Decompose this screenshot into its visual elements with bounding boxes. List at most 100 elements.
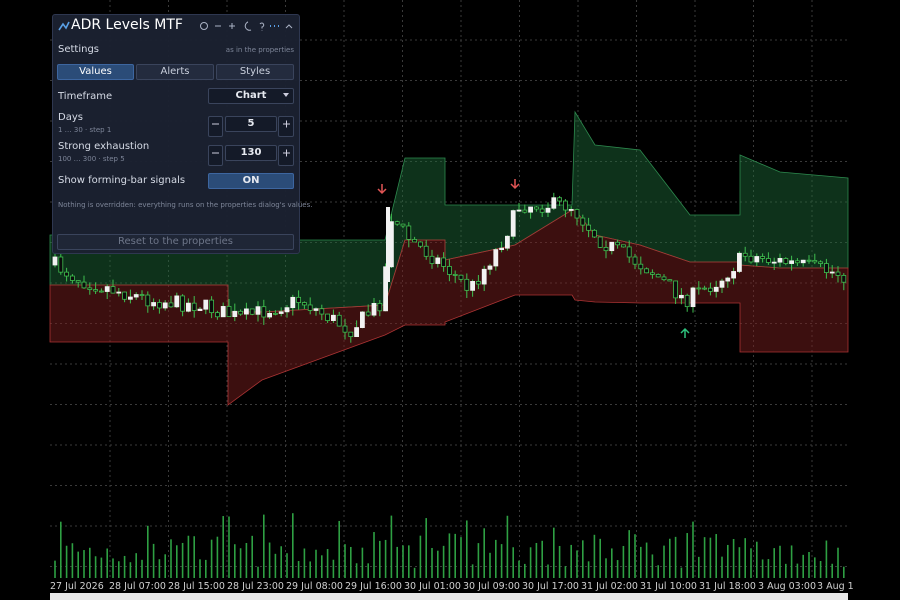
candle-body: [116, 291, 122, 294]
candle-body: [841, 275, 847, 283]
candle-body: [742, 252, 748, 257]
settings-panel: ADR Levels MTF Settings as in the proper…: [52, 14, 312, 254]
candle-body: [760, 256, 765, 259]
decrement-button[interactable]: [208, 145, 223, 166]
increment-button[interactable]: [278, 145, 294, 166]
candle-body: [383, 266, 389, 312]
reset-button[interactable]: Reset to the properties: [57, 234, 294, 250]
row-label: Days: [58, 112, 83, 123]
candle-body: [824, 263, 829, 273]
input-value: 5: [247, 118, 255, 129]
panel-note: Nothing is overridden: everything runs o…: [58, 201, 313, 209]
candle-body: [406, 225, 412, 240]
candle-body: [330, 314, 336, 321]
tab[interactable]: Alerts: [136, 64, 214, 80]
candle-body: [156, 302, 162, 309]
candle-body: [307, 304, 313, 311]
candle-body: [696, 287, 702, 290]
candle-body: [806, 259, 812, 262]
candle-body: [174, 295, 180, 308]
theme-icon[interactable]: [244, 21, 252, 31]
candle-body: [655, 274, 661, 278]
candle-body: [70, 275, 75, 281]
decrement-button[interactable]: [208, 116, 223, 137]
candle-body: [290, 296, 296, 309]
candle-body: [255, 306, 261, 315]
candle-body: [162, 302, 168, 309]
add-icon[interactable]: [229, 23, 235, 29]
candle-body: [377, 303, 383, 312]
candle-body: [400, 223, 406, 227]
candle-body: [301, 302, 307, 306]
candle-body: [493, 249, 499, 267]
candle-body: [679, 294, 684, 299]
candle-body: [777, 258, 783, 263]
candle-body: [226, 306, 232, 318]
help-icon[interactable]: [259, 22, 265, 31]
dropdown-value: Chart: [235, 90, 267, 101]
app-icon: [58, 21, 70, 31]
input-value: 130: [240, 147, 262, 158]
candle-body: [87, 287, 93, 290]
panel-title: ADR Levels MTF: [71, 17, 183, 33]
candle-body: [789, 260, 794, 264]
dropdown-caret: [283, 93, 289, 97]
candle-body: [470, 281, 476, 291]
candle-body: [122, 291, 127, 300]
candle-body: [499, 247, 505, 251]
candle-body: [592, 229, 597, 238]
number-input[interactable]: 5: [225, 116, 277, 132]
candle-body: [371, 303, 377, 316]
candle-body: [249, 308, 255, 315]
candle-body: [58, 256, 64, 273]
x-tick-label: 28 Jul 15:00: [168, 581, 225, 592]
candle-body: [423, 245, 429, 257]
candle-body: [220, 306, 226, 318]
x-tick-label: 28 Jul 23:00: [227, 581, 284, 592]
candle-body: [93, 289, 98, 292]
candle-body: [563, 200, 568, 211]
tab[interactable]: Styles: [216, 64, 294, 80]
candle-body: [818, 261, 823, 264]
candle-body: [487, 265, 493, 270]
candle-body: [133, 294, 139, 298]
row-hint: 100 … 300 · step 5: [58, 155, 125, 163]
candle-body: [812, 260, 818, 263]
candle-body: [203, 299, 209, 310]
x-tick-label: 3 Aug 03:00: [758, 581, 816, 592]
candle-body: [626, 246, 632, 258]
candle-body: [139, 294, 145, 296]
candle-body: [475, 281, 481, 285]
toggle[interactable]: ON: [208, 173, 294, 189]
tab[interactable]: Values: [57, 64, 134, 80]
candle-body: [609, 241, 615, 252]
candle-body: [284, 307, 290, 313]
increment-button[interactable]: [278, 116, 294, 137]
candle-body: [386, 207, 390, 282]
candle-body: [110, 286, 116, 294]
x-tick-label: 3 Aug 1: [817, 581, 854, 592]
candle-body: [180, 295, 186, 312]
candle-body: [458, 274, 464, 280]
buy-signal: [680, 327, 690, 338]
collapse-icon[interactable]: [285, 24, 293, 29]
candle-body: [267, 312, 273, 318]
number-input[interactable]: 130: [225, 145, 277, 161]
candle-body: [754, 256, 760, 263]
x-tick-label: 31 Jul 18:00: [699, 581, 756, 592]
candle-body: [835, 271, 841, 276]
candle-body: [545, 207, 551, 213]
candle-body: [348, 331, 354, 338]
candle-body: [278, 311, 284, 314]
candle-body: [232, 310, 238, 318]
candle-body: [684, 294, 690, 308]
lower-band: [49, 209, 849, 406]
reset-icon[interactable]: [200, 22, 208, 30]
candle-body: [412, 238, 418, 243]
candle-body: [52, 256, 58, 266]
candle-body: [748, 255, 754, 263]
dropdown[interactable]: Chart: [208, 88, 294, 104]
candle-body: [342, 325, 348, 333]
row-hint: 1 … 30 · step 1: [58, 126, 112, 134]
